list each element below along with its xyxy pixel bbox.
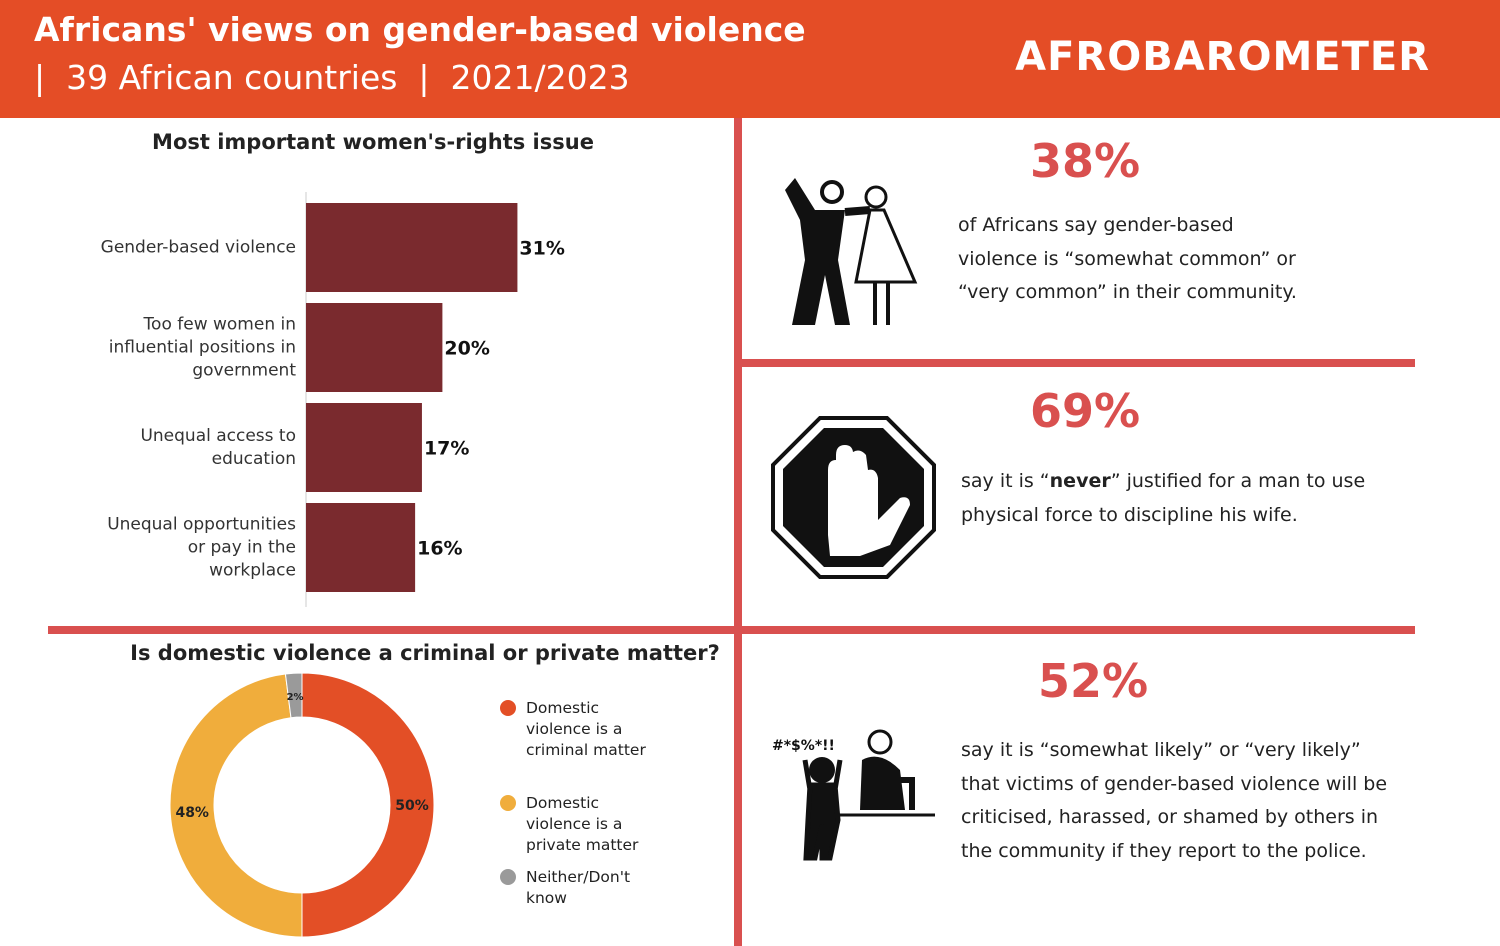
- data-label: 16%: [417, 538, 462, 560]
- legend-marker: [500, 700, 516, 716]
- stat-text: say it is “never” justified for a man to…: [961, 465, 1381, 532]
- divider: [734, 118, 742, 946]
- legend-label: Neither/Don't know: [526, 868, 631, 907]
- donut-chart-title: Is domestic violence a criminal or priva…: [130, 641, 720, 665]
- bar: [306, 203, 518, 292]
- header: Africans' views on gender-based violence…: [0, 0, 1500, 118]
- bar: [306, 403, 422, 492]
- data-label: 17%: [424, 438, 469, 460]
- y-tick-label: Gender-based violence: [100, 237, 296, 257]
- legend-label: Domestic violence is a private matter: [526, 794, 639, 854]
- svg-text:#*$%*!!: #*$%*!!: [772, 738, 835, 754]
- logo: AFROBAROMETER: [1015, 34, 1430, 80]
- data-label: 20%: [444, 338, 489, 360]
- data-label: 2%: [287, 692, 304, 703]
- y-tick-label: Unequal opportunities or pay in the work…: [107, 514, 296, 580]
- y-tick-label: Unequal access to education: [140, 425, 296, 469]
- stat-text: say it is “somewhat likely” or “very lik…: [961, 734, 1401, 868]
- data-label: 31%: [519, 238, 564, 260]
- divider: [742, 359, 1415, 367]
- bar: [306, 503, 416, 592]
- stat-value: 52%: [1037, 654, 1149, 708]
- divider: [48, 626, 1415, 634]
- stat-text-part: of Africans say gender-based violence is…: [958, 214, 1297, 303]
- stat-text-part: ” justified for a man to use physical fo…: [961, 470, 1366, 526]
- donut-segment: [284, 672, 303, 719]
- icon-stop: [771, 416, 936, 579]
- legend-marker: [500, 795, 516, 811]
- legend-label: Domestic violence is a criminal matter: [526, 699, 646, 759]
- donut-segment: [169, 673, 303, 938]
- stat-text-part: say it is “: [961, 470, 1050, 492]
- y-tick-label: Too few women in influential positions i…: [108, 314, 296, 380]
- stat-value: 69%: [1029, 384, 1141, 438]
- data-label: 48%: [175, 805, 209, 821]
- icon-violence: [785, 178, 918, 325]
- bar: [306, 303, 443, 392]
- stat-value: 38%: [1029, 134, 1141, 188]
- donut-segment: [301, 672, 435, 938]
- stat-text-part: say it is “somewhat likely” or “very lik…: [961, 739, 1388, 862]
- subtitle: | 39 African countries | 2021/2023: [34, 58, 630, 97]
- title: Africans' views on gender-based violence: [34, 10, 806, 49]
- icon-shaming: #*$%*!!: [772, 729, 935, 861]
- stat-text: of Africans say gender-based violence is…: [958, 209, 1318, 310]
- data-label: 50%: [395, 798, 429, 814]
- stat-text-emphasis: never: [1049, 470, 1111, 492]
- bar-chart-title: Most important women's-rights issue: [152, 130, 594, 154]
- legend-marker: [500, 869, 516, 885]
